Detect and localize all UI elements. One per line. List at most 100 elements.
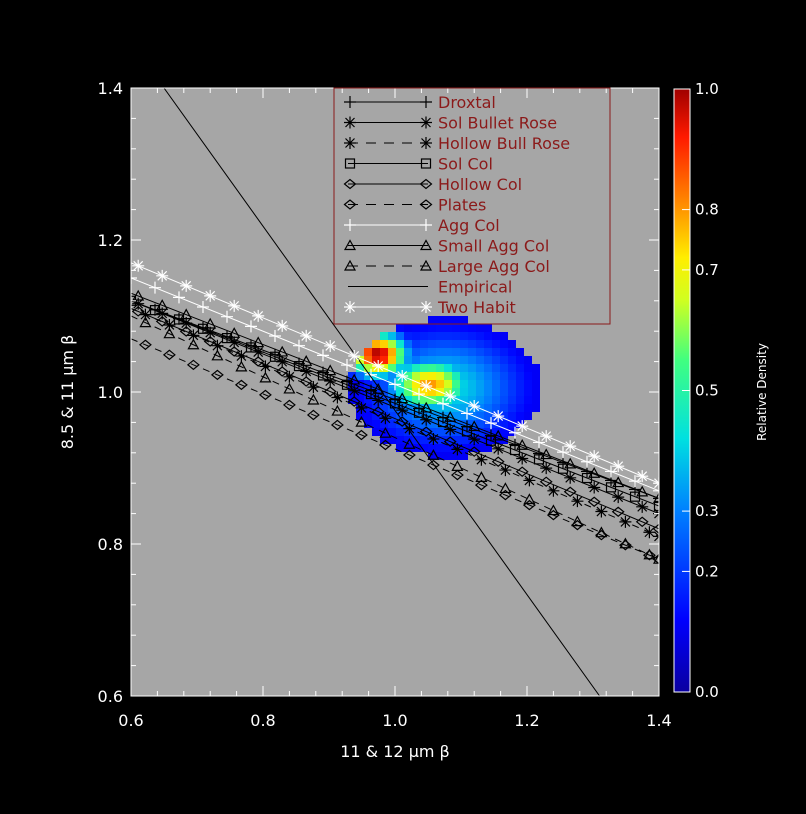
density-cell [484, 404, 492, 412]
y-tick-label: 1.4 [98, 79, 123, 98]
density-cell [500, 380, 508, 388]
density-cell [396, 444, 404, 452]
density-cell [356, 380, 364, 388]
data-point [282, 399, 296, 411]
density-cell [356, 412, 364, 420]
legend-label: Two Habit [437, 298, 516, 317]
data-point [155, 316, 169, 327]
density-cell [396, 332, 404, 340]
density-cell [436, 356, 444, 364]
series-line [131, 300, 659, 507]
data-point [557, 446, 569, 459]
colorbar-ticks: 0.0 0.2 0.3 0.5 0.7 0.8 1.0 [682, 80, 719, 701]
density-cell [412, 348, 420, 356]
density-cell [428, 396, 436, 404]
legend-label: Sol Bullet Rose [438, 114, 557, 133]
data-point [595, 505, 608, 518]
density-cell [364, 372, 372, 380]
data-point [492, 429, 505, 441]
density-cell [380, 356, 388, 364]
data-point [179, 326, 193, 337]
series-line [131, 338, 659, 560]
data-point [444, 423, 457, 436]
density-cell [436, 396, 444, 404]
data-point [331, 404, 344, 416]
data-point [653, 500, 659, 512]
data-point [450, 469, 464, 481]
data-point [276, 355, 289, 368]
density-cell [388, 436, 396, 444]
series-line [131, 292, 659, 499]
density-cell [452, 388, 460, 396]
data-point [581, 472, 593, 484]
density-cell [412, 324, 420, 332]
data-point [331, 391, 344, 404]
data-point [443, 436, 457, 447]
density-cell [396, 324, 404, 332]
density-cell [356, 364, 364, 372]
density-cell [452, 372, 460, 380]
density-cell [532, 388, 540, 396]
data-point [344, 137, 356, 149]
density-cell [468, 380, 476, 388]
density-cell [500, 332, 508, 340]
series-line [163, 88, 601, 696]
data-point [372, 383, 385, 394]
data-point [379, 412, 392, 425]
density-cell [508, 396, 516, 404]
data-point [324, 339, 337, 352]
density-cell [524, 356, 532, 364]
legend-entry: Large Agg Col [343, 257, 550, 276]
data-point [403, 422, 416, 435]
density-cell [396, 356, 404, 364]
density-cell [460, 388, 468, 396]
data-point [540, 448, 553, 460]
data-point [485, 417, 497, 430]
density-cell [380, 332, 388, 340]
density-cell [452, 452, 460, 460]
colorbar-tick-label: 0.8 [695, 201, 719, 219]
series-large-agg-col [131, 315, 659, 564]
data-point [299, 376, 313, 387]
data-point [324, 364, 337, 376]
data-point [612, 491, 625, 504]
y-tick-label: 1.2 [98, 231, 123, 250]
density-cell [364, 412, 372, 420]
density-cell [460, 396, 468, 404]
legend-entry: Hollow Col [343, 175, 522, 194]
data-point [413, 407, 425, 418]
data-point [180, 279, 193, 292]
density-cell [484, 444, 492, 452]
density-cell [476, 324, 484, 332]
density-cell [460, 420, 468, 428]
density-cell [492, 380, 500, 388]
density-cell [444, 404, 452, 412]
density-cell [508, 420, 516, 428]
data-point [420, 158, 432, 169]
density-cell [444, 388, 452, 396]
density-cell [412, 428, 420, 436]
density-cell [452, 332, 460, 340]
data-point [652, 523, 659, 535]
data-point [491, 456, 505, 467]
data-point [516, 438, 529, 450]
density-cell [484, 340, 492, 348]
data-point [547, 484, 560, 497]
density-cell [460, 356, 468, 364]
data-point [444, 390, 457, 403]
density-cell [436, 324, 444, 332]
data-point [204, 326, 217, 339]
density-cell [524, 380, 532, 388]
data-point [276, 345, 289, 357]
density-cell [468, 364, 476, 372]
data-point [221, 310, 233, 323]
density-cell [444, 316, 452, 324]
density-cell [452, 340, 460, 348]
data-point [252, 346, 265, 359]
density-cell [492, 348, 500, 356]
density-cell [428, 372, 436, 380]
density-cell [396, 364, 404, 372]
density-cell [476, 412, 484, 420]
density-cell [404, 412, 412, 420]
density-cell [356, 372, 364, 380]
